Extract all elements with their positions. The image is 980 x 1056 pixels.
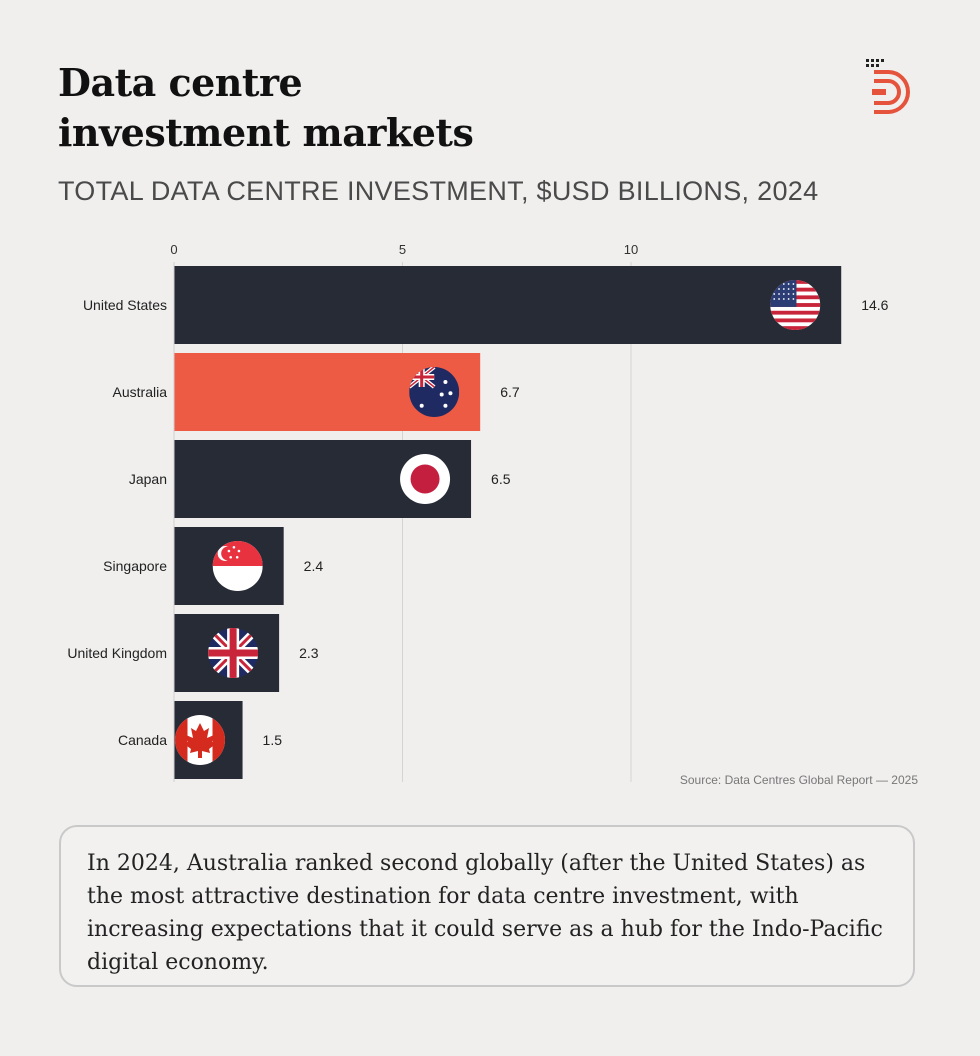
- uk-flag-icon: [208, 628, 259, 678]
- canada-flag-icon: [175, 715, 225, 765]
- source-note: Source: Data Centres Global Report — 202…: [679, 773, 918, 787]
- category-label: Canada: [118, 732, 167, 748]
- value-label: 2.4: [304, 558, 324, 574]
- x-tick-label: 0: [170, 242, 177, 257]
- japan-flag-icon: [400, 454, 451, 504]
- page-title: Data centre investment markets: [58, 58, 474, 158]
- value-label: 6.7: [500, 384, 520, 400]
- callout-box: In 2024, Australia ranked second globall…: [59, 825, 915, 987]
- us-flag-icon: [770, 280, 821, 330]
- value-label: 1.5: [263, 732, 283, 748]
- value-label: 6.5: [491, 471, 511, 487]
- value-label: 2.3: [299, 645, 319, 661]
- x-tick-label: 5: [399, 242, 406, 257]
- title-line-2: investment markets: [58, 110, 474, 155]
- category-label: Japan: [129, 471, 167, 487]
- bar-chart: 0 5 10 United States 14.6 Australia 6.7 Japan 6.…: [67, 242, 889, 782]
- callout-text: In 2024, Australia ranked second globall…: [87, 851, 883, 975]
- chart-subtitle: TOTAL DATA CENTRE INVESTMENT, $USD BILLI…: [58, 176, 819, 206]
- australia-flag-icon: [409, 367, 460, 417]
- bar-united-states: [174, 266, 842, 344]
- category-label: United Kingdom: [67, 645, 167, 661]
- category-label: Australia: [113, 384, 168, 400]
- category-label: United States: [83, 297, 167, 313]
- brand-logo-icon: [866, 59, 910, 114]
- category-label: Singapore: [103, 558, 167, 574]
- x-tick-label: 10: [624, 242, 638, 257]
- singapore-flag-icon: [212, 541, 263, 591]
- title-line-1: Data centre: [58, 60, 303, 105]
- value-label: 14.6: [861, 297, 888, 313]
